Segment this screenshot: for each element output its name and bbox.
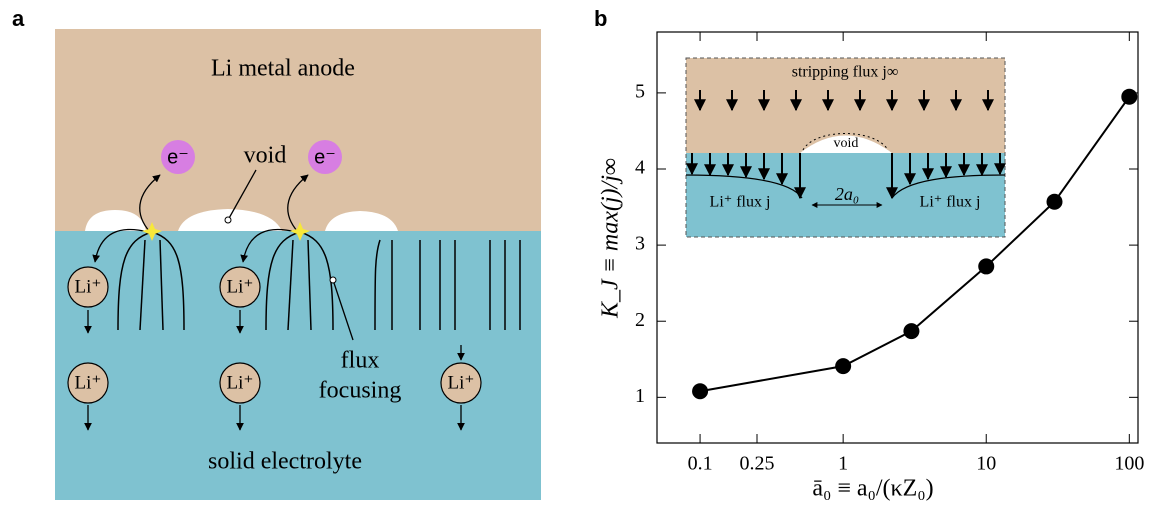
y-tick-label: 4	[635, 157, 645, 179]
pointer	[227, 169, 257, 221]
electron-label: e⁻	[167, 146, 189, 168]
y-tick-label: 3	[635, 233, 645, 255]
pointer-dot	[329, 276, 337, 284]
inset-flux-label: Li⁺ flux j	[710, 194, 771, 211]
data-point	[835, 358, 852, 375]
x-tick-label: 0.1	[688, 453, 713, 475]
electron-label: e⁻	[314, 146, 336, 168]
data-point	[903, 323, 920, 340]
inset: stripping flux j∞ void Li⁺ flux j Li⁺ fl…	[685, 57, 1006, 238]
y-axis-label: K_J ≡ max(j)/j∞	[598, 158, 624, 319]
void-shape	[85, 210, 146, 231]
field-lines	[117, 231, 521, 331]
diagram: e⁻ e⁻ Li⁺ Li⁺ Li⁺ Li⁺ Li⁺ Li metal anode…	[55, 29, 541, 500]
data-point	[692, 383, 709, 400]
electron	[161, 140, 195, 174]
panel-label: b	[594, 6, 607, 31]
inset-void-label: void	[834, 136, 859, 151]
ion-label: Li⁺	[448, 372, 475, 393]
star	[142, 222, 162, 241]
x-axis-label: ā₀ ≡ a₀/(κZ₀)	[812, 476, 933, 502]
void-shape	[325, 211, 398, 231]
inset-border	[685, 57, 1006, 238]
x-tick-label: 100	[1114, 453, 1144, 475]
x-tick-label: 0.25	[740, 453, 775, 475]
inset-void	[800, 135, 892, 153]
inset-top-label: stripping flux j∞	[792, 64, 899, 81]
panel-label: a	[12, 6, 25, 31]
anode-label: Li metal anode	[211, 56, 355, 82]
plot-frame	[656, 31, 1139, 444]
data-point	[1121, 88, 1138, 105]
ion-label: Li⁺	[75, 372, 102, 393]
data-line	[699, 96, 1131, 393]
anode	[55, 29, 541, 231]
void-label: void	[244, 143, 287, 169]
y-tick-label: 5	[635, 80, 645, 102]
data-point	[1046, 193, 1063, 210]
inset-gap-label: 2a₀	[835, 184, 859, 204]
data-point	[978, 258, 995, 275]
void-arrows	[802, 133, 889, 208]
electrolyte-label: solid electrolyte	[208, 449, 362, 475]
inset-flux-label: Li⁺ flux j	[920, 194, 981, 211]
pointer-dot	[224, 216, 232, 224]
x-tick-label: 10	[976, 453, 996, 475]
y-tick-label: 2	[635, 309, 645, 331]
ion-label: Li⁺	[227, 276, 254, 297]
inset-arrows	[686, 90, 1006, 200]
electron	[308, 140, 342, 174]
ion-label: Li⁺	[75, 276, 102, 297]
star	[290, 222, 310, 241]
flux-label: flux	[341, 348, 380, 374]
flux-label: focusing	[319, 378, 402, 404]
ions	[67, 266, 482, 404]
arrows	[84, 174, 465, 431]
x-tick-label: 1	[838, 453, 848, 475]
pointer	[332, 279, 354, 341]
y-tick-label: 1	[635, 385, 645, 407]
ion-label: Li⁺	[227, 372, 254, 393]
